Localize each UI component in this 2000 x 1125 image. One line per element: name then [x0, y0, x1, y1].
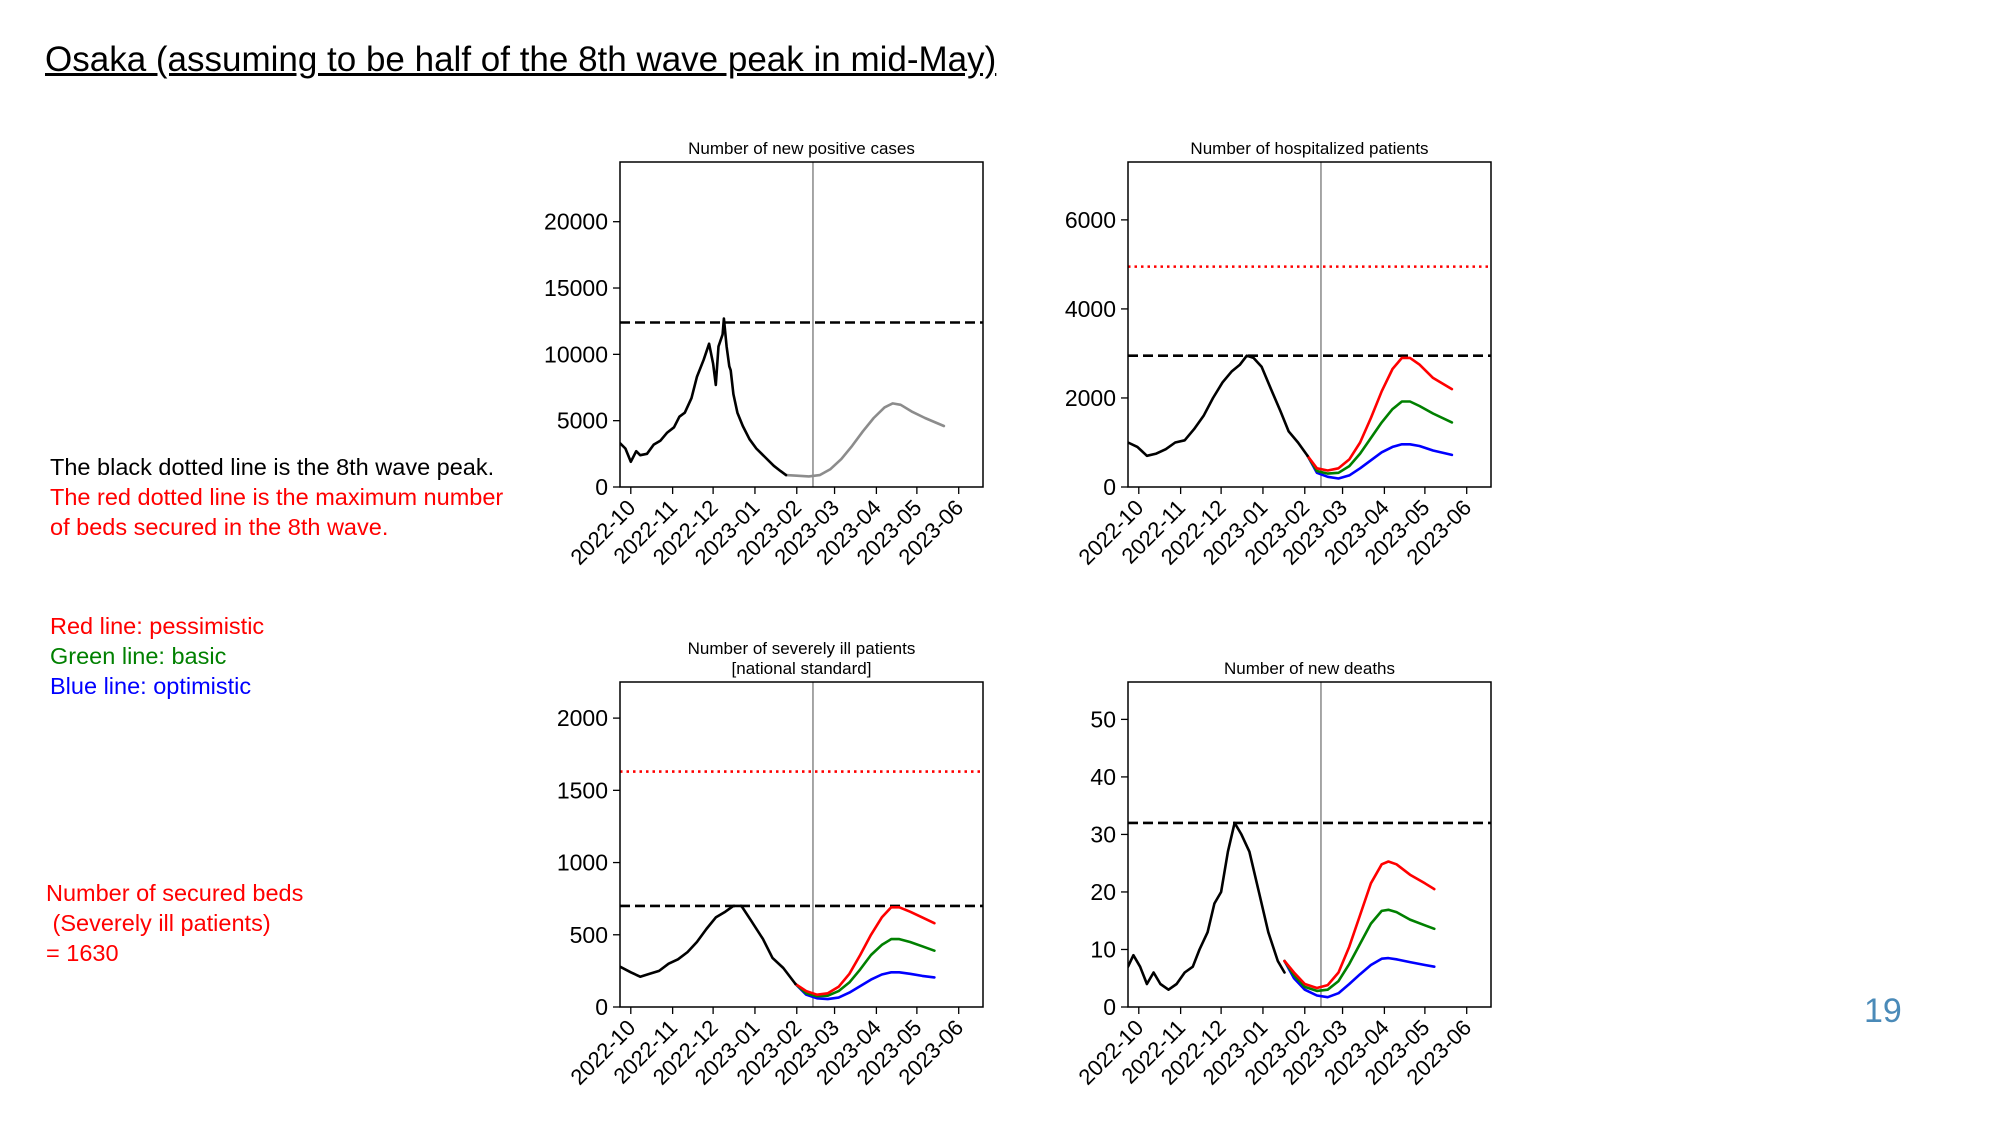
series-line-observed	[1128, 821, 1286, 992]
plot-frame	[1127, 681, 1492, 1008]
series-line-projection	[784, 402, 946, 478]
plot-frame	[1127, 161, 1492, 488]
chart-title: Number of severely ill patients	[688, 639, 916, 658]
y-tick-label: 50	[1090, 706, 1116, 732]
series-line-observed	[1128, 354, 1309, 458]
y-tick-label: 40	[1090, 764, 1116, 790]
red-dotted-line-note-line2: of beds secured in the 8th wave.	[50, 514, 389, 540]
y-tick-label: 30	[1090, 821, 1116, 847]
series-line-pessimistic	[794, 905, 936, 997]
series-line-pessimistic	[1283, 860, 1436, 990]
series-line-basic	[1306, 400, 1454, 475]
chart-title: Number of new deaths	[1224, 659, 1395, 678]
series-line-optimistic	[1306, 442, 1454, 480]
y-tick-label: 4000	[1065, 296, 1116, 322]
y-tick-label: 20	[1090, 879, 1116, 905]
y-tick-label: 5000	[557, 408, 608, 434]
y-tick-label: 0	[595, 474, 608, 500]
secured-beds-note-line3: = 1630	[46, 940, 119, 966]
y-tick-label: 500	[570, 922, 608, 948]
series-line-basic	[794, 937, 936, 998]
y-tick-label: 10	[1090, 936, 1116, 962]
series-line-pessimistic	[1306, 356, 1454, 472]
y-tick-label: 2000	[557, 705, 608, 731]
y-tick-label: 0	[1103, 994, 1116, 1020]
red-dotted-line-note-line1: The red dotted line is the maximum numbe…	[50, 484, 504, 510]
y-tick-label: 1500	[557, 777, 608, 803]
legend-optimistic: Blue line: optimistic	[50, 673, 252, 699]
chart-title: [national standard]	[732, 659, 872, 678]
series-line-observed	[620, 904, 797, 986]
series-line-observed	[620, 317, 788, 477]
page-number: 19	[1864, 992, 1902, 1030]
y-tick-label: 10000	[544, 341, 608, 367]
series-line-basic	[1283, 908, 1436, 993]
y-tick-label: 6000	[1065, 207, 1116, 233]
y-tick-label: 20000	[544, 209, 608, 235]
legend-pessimistic: Red line: pessimistic	[50, 613, 265, 639]
y-tick-label: 0	[595, 994, 608, 1020]
secured-beds-note-line1: Number of secured beds	[46, 880, 304, 906]
plot-frame	[619, 161, 984, 488]
legend-basic: Green line: basic	[50, 643, 227, 669]
series-line-optimistic	[1283, 956, 1436, 999]
secured-beds-note-line2: (Severely ill patients)	[46, 910, 271, 936]
chart-title: Number of new positive cases	[688, 139, 915, 158]
y-tick-label: 15000	[544, 275, 608, 301]
black-dotted-line-note: The black dotted line is the 8th wave pe…	[50, 454, 495, 480]
series-line-optimistic	[794, 970, 936, 1001]
y-tick-label: 1000	[557, 850, 608, 876]
chart-title: Number of hospitalized patients	[1190, 139, 1428, 158]
y-tick-label: 2000	[1065, 385, 1116, 411]
y-tick-label: 0	[1103, 474, 1116, 500]
plot-frame	[619, 681, 984, 1008]
slide-title: Osaka (assuming to be half of the 8th wa…	[45, 40, 997, 79]
